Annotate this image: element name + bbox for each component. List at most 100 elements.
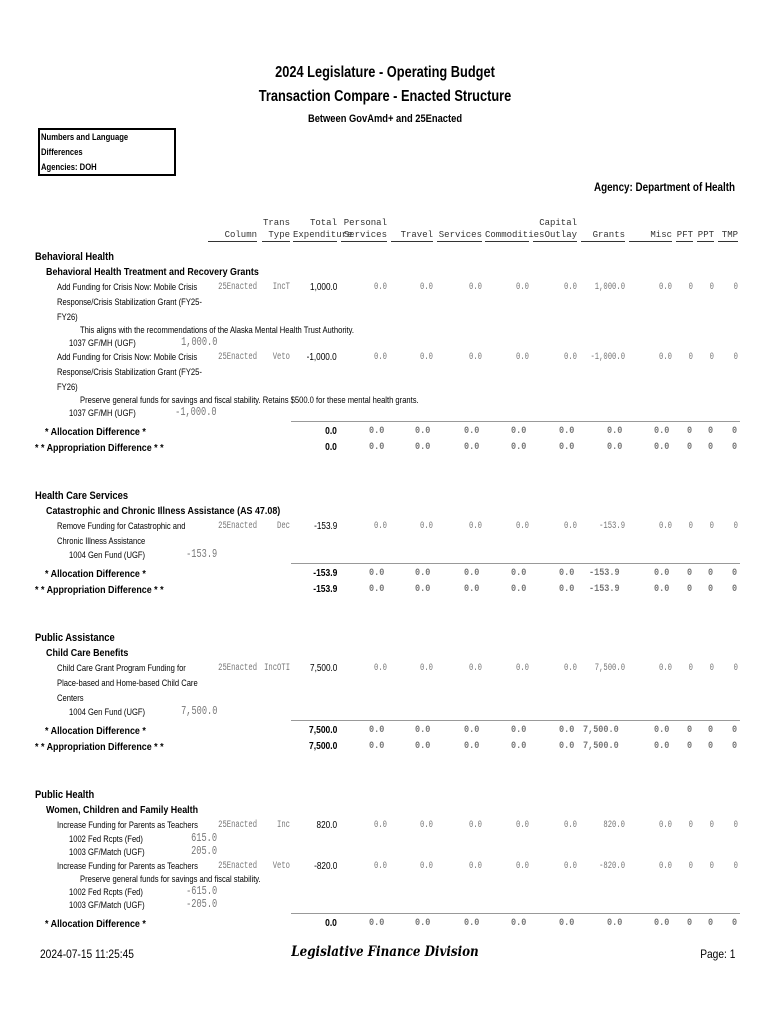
fund-amount: 7,500.0 bbox=[180, 704, 217, 718]
section-title: Public Assistance bbox=[35, 632, 115, 644]
subsection-heading: Behavioral Health Treatment and Recovery… bbox=[0, 265, 770, 280]
fund-amount: -205.0 bbox=[185, 897, 217, 911]
value-cell: 7,500.0 bbox=[582, 725, 619, 736]
separator-line bbox=[674, 913, 695, 914]
column-value: 25Enacted bbox=[218, 521, 257, 532]
separator-line bbox=[531, 720, 579, 721]
value-cell: 0 bbox=[733, 521, 738, 532]
transaction-item: Add Funding for Crisis Now: Mobile Crisi… bbox=[0, 280, 770, 325]
value-cell: 0.0 bbox=[659, 521, 672, 532]
fund-name: 1003 GF/Match (UGF) bbox=[69, 847, 145, 858]
value-cell: 0 bbox=[709, 861, 714, 872]
separator-line bbox=[716, 913, 740, 914]
value-row: 7,500.0 0.0 0.0 0.0 0.0 0.0 7,500.0 0.0 0 0 0 bbox=[0, 739, 770, 754]
value-cell: 0.0 bbox=[368, 918, 385, 929]
appropriation-label: * * Appropriation Difference * * bbox=[35, 741, 164, 753]
value-cell: -820.0 bbox=[313, 861, 337, 872]
fund-source-row: 1004 Gen Fund (UGF) 7,500.0 bbox=[0, 704, 770, 719]
value-cell: 0.0 bbox=[564, 861, 577, 872]
value-cell: 0.0 bbox=[463, 725, 480, 736]
agency-label: Agency: Department of Health bbox=[593, 180, 735, 194]
separator-line bbox=[627, 563, 674, 564]
separator-line bbox=[695, 913, 716, 914]
separator-line bbox=[627, 421, 674, 422]
value-cell: 0.0 bbox=[516, 521, 529, 532]
value-cell: 7,500.0 bbox=[308, 741, 337, 752]
transaction-description: Add Funding for Crisis Now: Mobile Crisi… bbox=[57, 352, 202, 393]
value-row: 0.0 0.0 0.0 0.0 0.0 0.0 0.0 0.0 0 0 0 bbox=[0, 424, 770, 439]
value-cell: 0.0 bbox=[414, 426, 431, 437]
section-title: Public Health bbox=[35, 789, 95, 801]
separator-line bbox=[579, 421, 627, 422]
separator-line bbox=[695, 720, 716, 721]
value-cell: 0.0 bbox=[659, 282, 672, 293]
value-cell: 0.0 bbox=[564, 282, 577, 293]
value-cell: 0 bbox=[709, 521, 714, 532]
separator-line bbox=[716, 421, 740, 422]
total-separator bbox=[0, 420, 770, 424]
value-cell: 0.0 bbox=[606, 426, 623, 437]
allocation-difference-row: * Allocation Difference * 0.0 0.0 0.0 0.0 0.0… bbox=[0, 916, 770, 932]
column-header: Misc bbox=[629, 230, 672, 242]
value-cell: 0.0 bbox=[463, 568, 480, 579]
report-timestamp: 2024-07-15 11:25:45 bbox=[40, 947, 134, 961]
transaction-item: Add Funding for Crisis Now: Mobile Crisi… bbox=[0, 350, 770, 395]
value-cell: 0 bbox=[731, 568, 738, 579]
value-cell: 0 bbox=[686, 741, 693, 752]
separator-line bbox=[435, 421, 484, 422]
transaction-description: Add Funding for Crisis Now: Mobile Crisi… bbox=[57, 282, 202, 323]
value-cell: 0 bbox=[733, 820, 738, 831]
value-cell: 0 bbox=[686, 442, 693, 453]
value-cell: 0 bbox=[707, 442, 714, 453]
column-header: Outlay bbox=[533, 230, 577, 242]
separator-line bbox=[291, 720, 339, 721]
value-cell: 0.0 bbox=[374, 282, 387, 293]
value-cell: 0.0 bbox=[414, 442, 431, 453]
transaction-description: Increase Funding for Parents as Teachers bbox=[57, 861, 198, 872]
column-header-line1: Capital bbox=[539, 218, 577, 228]
value-cell: 0.0 bbox=[463, 918, 480, 929]
value-row: -153.9 0.0 0.0 0.0 0.0 0.0 -153.9 0.0 0 0 0 bbox=[0, 566, 770, 581]
column-header-line1: Total bbox=[309, 218, 337, 228]
value-cell: 0.0 bbox=[469, 861, 482, 872]
fund-amount: -153.9 bbox=[185, 547, 217, 561]
value-cell: 0.0 bbox=[653, 568, 670, 579]
value-cell: 0 bbox=[709, 663, 714, 674]
trans-type: Dec bbox=[277, 521, 290, 532]
appropriation-difference-row: * * Appropriation Difference * * 0.0 0.0 0.… bbox=[0, 440, 770, 456]
value-cell: 0 bbox=[731, 918, 738, 929]
transaction-values: 25Enacted IncT 1,000.0 0.0 0.0 0.0 0.0 0.0 1,000… bbox=[0, 280, 770, 295]
column-header-line1: Personal bbox=[343, 218, 387, 228]
section-heading: Health Care Services bbox=[0, 489, 770, 504]
section-gap bbox=[0, 598, 770, 631]
separator-line bbox=[389, 913, 435, 914]
transaction-values: 25Enacted Dec -153.9 0.0 0.0 0.0 0.0 0.0 -153.9 0… bbox=[0, 519, 770, 534]
value-cell: 0 bbox=[686, 725, 693, 736]
column-header: Expenditure bbox=[293, 230, 353, 242]
subsection-title: Catastrophic and Chronic Illness Assista… bbox=[46, 505, 281, 517]
value-cell: -153.9 bbox=[312, 568, 337, 579]
value-cell: 0 bbox=[688, 521, 693, 532]
value-cell: 0.0 bbox=[368, 584, 385, 595]
fund-amount: 1,000.0 bbox=[180, 335, 217, 349]
value-cell: 0.0 bbox=[414, 741, 431, 752]
transaction-item: Increase Funding for Parents as Teachers… bbox=[0, 859, 770, 874]
subsection-heading: Catastrophic and Chronic Illness Assista… bbox=[0, 504, 770, 519]
value-cell: 0.0 bbox=[653, 442, 670, 453]
value-cell: 0.0 bbox=[420, 663, 433, 674]
total-separator bbox=[0, 719, 770, 723]
value-cell: 0.0 bbox=[368, 426, 385, 437]
column-value: 25Enacted bbox=[218, 352, 257, 363]
value-cell: 7,500.0 bbox=[309, 663, 337, 674]
value-cell: -153.9 bbox=[312, 584, 337, 595]
separator-line bbox=[389, 421, 435, 422]
value-cell: 0 bbox=[733, 282, 738, 293]
value-cell: 0.0 bbox=[558, 426, 575, 437]
value-cell: 0 bbox=[709, 352, 714, 363]
trans-type: Inc bbox=[277, 820, 290, 831]
separator-line bbox=[674, 421, 695, 422]
value-cell: 0.0 bbox=[606, 918, 623, 929]
value-cell: 0 bbox=[688, 861, 693, 872]
value-cell: 0.0 bbox=[414, 584, 431, 595]
column-header: Column bbox=[208, 230, 257, 242]
